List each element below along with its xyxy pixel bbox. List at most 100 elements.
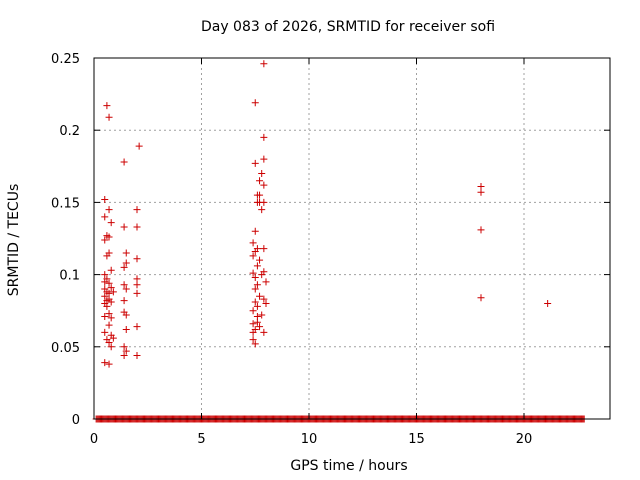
data-point [107, 314, 115, 322]
data-point [249, 320, 257, 328]
data-point [120, 223, 128, 231]
data-point [249, 239, 257, 247]
data-point [251, 298, 259, 306]
data-point [133, 275, 141, 283]
data-point [105, 289, 113, 297]
data-point [477, 183, 485, 191]
data-point [101, 292, 109, 300]
data-point [120, 297, 128, 305]
data-point [260, 295, 268, 303]
data-point [101, 328, 109, 336]
x-tick-label: 0 [90, 432, 98, 447]
data-point [251, 285, 259, 293]
data-point [122, 259, 130, 267]
chart-title: Day 083 of 2026, SRMTID for receiver sof… [201, 19, 495, 35]
data-point [249, 269, 257, 277]
data-point [251, 340, 259, 348]
data-point [107, 343, 115, 351]
y-tick-label: 0.2 [59, 124, 80, 139]
data-point [103, 275, 111, 283]
data-point [101, 196, 109, 204]
data-point [260, 198, 268, 206]
data-point [251, 159, 259, 167]
x-tick-label: 20 [516, 432, 533, 447]
data-point [105, 233, 113, 241]
data-point [249, 336, 257, 344]
data-point [256, 177, 264, 185]
data-point [253, 281, 261, 289]
data-point [105, 113, 113, 121]
data-point [133, 351, 141, 359]
data-point [258, 206, 266, 214]
data-point [107, 298, 115, 306]
y-tick-label: 0.15 [51, 196, 80, 211]
data-point [260, 245, 268, 253]
data-point [249, 307, 257, 315]
data-point [101, 312, 109, 320]
data-point [253, 302, 261, 310]
data-point [122, 347, 130, 355]
data-point [251, 99, 259, 107]
data-point [101, 236, 109, 244]
data-point [260, 133, 268, 141]
data-point [120, 158, 128, 166]
y-tick-labels: 0 0.05 0.1 0.15 0.2 0.25 [51, 52, 80, 428]
data-point [109, 288, 117, 296]
data-point [260, 60, 268, 68]
data-point [122, 325, 130, 333]
data-point [103, 102, 111, 110]
data-point [122, 285, 130, 293]
x-tick-label: 5 [197, 432, 205, 447]
data-point [258, 311, 266, 319]
x-axis-label: GPS time / hours [290, 458, 407, 474]
data-point [135, 142, 143, 150]
x-tick-label: 15 [408, 432, 425, 447]
x-tick-label: 10 [301, 432, 318, 447]
data-point [105, 206, 113, 214]
data-point [256, 323, 264, 331]
data-point [105, 338, 113, 346]
data-point [101, 271, 109, 279]
data-point [249, 252, 257, 260]
data-point [477, 294, 485, 302]
data-point [105, 249, 113, 257]
data-points [101, 60, 552, 368]
y-tick-label: 0 [72, 413, 80, 428]
data-point [133, 289, 141, 297]
grid-lines [94, 58, 610, 419]
data-point [122, 249, 130, 257]
data-point [133, 255, 141, 263]
data-point [133, 206, 141, 214]
data-point [253, 262, 261, 270]
x-tick-labels: 0 5 10 15 20 [90, 432, 532, 447]
data-point [260, 181, 268, 189]
data-point [260, 268, 268, 276]
data-point [258, 170, 266, 178]
data-point [262, 299, 270, 307]
data-point [253, 312, 261, 320]
data-point [101, 213, 109, 221]
data-point [122, 311, 130, 319]
data-point [477, 226, 485, 234]
plot-frame [93, 57, 611, 420]
data-point [133, 323, 141, 331]
axis-ticks [93, 57, 610, 420]
data-point [105, 360, 113, 368]
y-tick-label: 0.05 [51, 341, 80, 356]
data-point [256, 256, 264, 264]
data-point [101, 359, 109, 367]
data-point [253, 245, 261, 253]
data-point [120, 281, 128, 289]
data-point [260, 155, 268, 163]
data-point [256, 191, 264, 199]
data-point [120, 263, 128, 271]
data-point [120, 351, 128, 359]
y-axis-label: SRMTID / TECUs [6, 184, 22, 297]
data-point [120, 343, 128, 351]
data-point [105, 310, 113, 318]
data-point [251, 227, 259, 235]
data-point [262, 278, 270, 286]
data-point [251, 325, 259, 333]
data-point [544, 299, 552, 307]
